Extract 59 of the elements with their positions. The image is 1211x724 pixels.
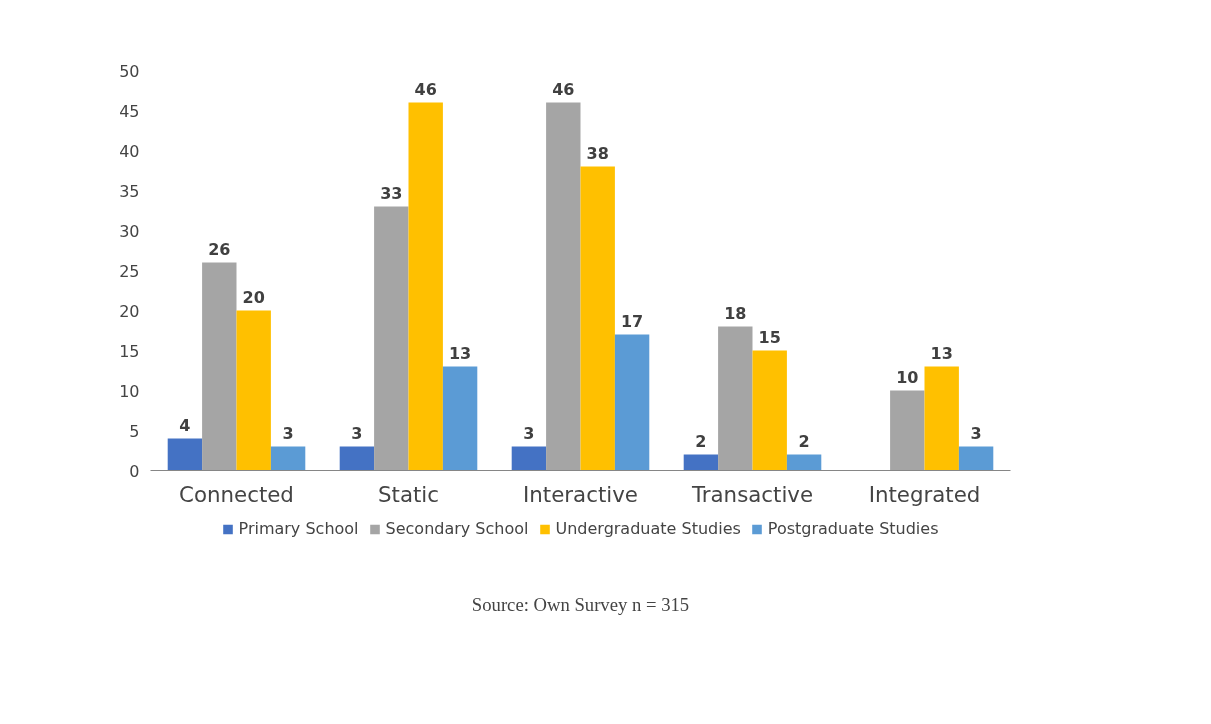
bar bbox=[958, 446, 994, 471]
data-label: 38 bbox=[586, 143, 609, 163]
bar bbox=[614, 334, 650, 471]
bar bbox=[236, 310, 271, 471]
y-tick-label: 35 bbox=[119, 181, 140, 201]
data-label: 3 bbox=[351, 423, 363, 443]
y-tick-label: 50 bbox=[119, 61, 140, 81]
x-tick-label: Integrated bbox=[868, 481, 981, 507]
data-label: 3 bbox=[970, 423, 982, 443]
bar bbox=[442, 366, 478, 471]
x-tick-label: Connected bbox=[179, 481, 294, 507]
data-label: 4 bbox=[179, 415, 191, 435]
source-note: Source: Own Survey n = 315 bbox=[471, 594, 690, 616]
data-label: 33 bbox=[380, 183, 403, 203]
data-label: 10 bbox=[896, 367, 919, 387]
bar bbox=[511, 446, 547, 471]
data-label: 26 bbox=[208, 239, 231, 259]
data-label: 15 bbox=[758, 327, 781, 347]
bar bbox=[890, 390, 925, 471]
bar bbox=[408, 102, 443, 471]
data-label: 13 bbox=[930, 343, 953, 363]
data-label: 13 bbox=[448, 343, 472, 363]
bar bbox=[374, 206, 409, 471]
y-tick-label: 25 bbox=[119, 261, 140, 281]
data-label: 20 bbox=[242, 287, 265, 307]
x-tick-label: Static bbox=[378, 481, 440, 507]
data-label: 2 bbox=[798, 431, 810, 451]
bar bbox=[546, 102, 581, 471]
y-tick-label: 0 bbox=[129, 461, 140, 481]
y-tick-label: 10 bbox=[119, 381, 140, 401]
bar bbox=[270, 446, 306, 471]
x-tick-label: Interactive bbox=[523, 481, 638, 507]
y-tick-label: 30 bbox=[119, 221, 140, 241]
data-label: 3 bbox=[282, 423, 294, 443]
bar bbox=[924, 366, 959, 471]
bar bbox=[580, 166, 615, 471]
data-label: 3 bbox=[523, 423, 535, 443]
data-label: 17 bbox=[620, 311, 644, 331]
data-label: 46 bbox=[414, 79, 437, 99]
legend-label: Undergraduate Studies bbox=[555, 519, 741, 538]
y-tick-label: 15 bbox=[119, 341, 140, 361]
bar bbox=[683, 454, 719, 471]
data-label: 46 bbox=[552, 79, 575, 99]
bar bbox=[339, 446, 375, 471]
bar bbox=[718, 326, 753, 471]
bar bbox=[167, 438, 203, 471]
bar bbox=[202, 262, 237, 471]
legend-label: Secondary School bbox=[385, 519, 529, 538]
legend-label: Postgraduate Studies bbox=[767, 519, 939, 538]
legend-label: Primary School bbox=[238, 519, 359, 538]
data-label: 18 bbox=[724, 303, 747, 323]
y-tick-label: 40 bbox=[119, 141, 140, 161]
bar bbox=[786, 454, 822, 471]
y-tick-label: 5 bbox=[129, 421, 140, 441]
x-tick-label: Transactive bbox=[690, 481, 814, 507]
bar bbox=[752, 350, 787, 471]
y-tick-label: 45 bbox=[119, 101, 140, 121]
data-label: 2 bbox=[695, 431, 707, 451]
y-tick-label: 20 bbox=[119, 301, 140, 321]
